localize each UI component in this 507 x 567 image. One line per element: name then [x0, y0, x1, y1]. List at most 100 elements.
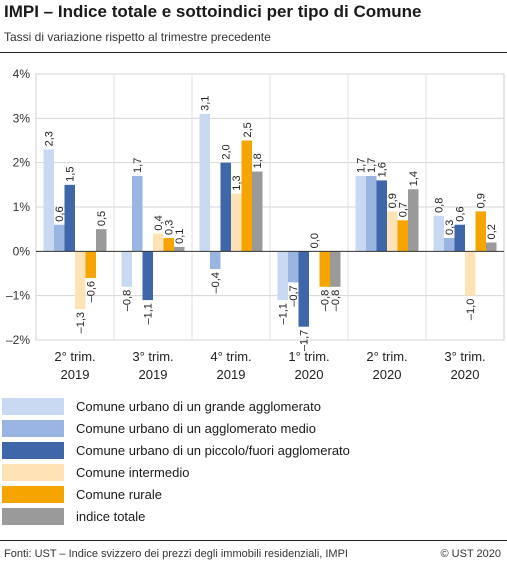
bar	[174, 246, 185, 252]
legend-item: Comune urbano di un grande agglomerato	[2, 395, 321, 417]
bar	[132, 175, 143, 252]
data-label: 1,7	[356, 158, 368, 173]
data-label: 2,5	[242, 122, 254, 137]
data-label: 1,7	[366, 158, 378, 173]
data-label: 1,8	[252, 153, 264, 168]
bar	[387, 211, 398, 252]
x-tick-label: 2020	[295, 367, 324, 382]
data-label: 0,6	[54, 206, 66, 221]
legend-swatch	[2, 485, 64, 503]
legend-swatch	[2, 441, 64, 459]
x-tick-label: 2° trim.	[366, 349, 407, 364]
bar	[241, 140, 252, 252]
data-label: 1,6	[377, 162, 389, 177]
data-label: 0,5	[96, 211, 108, 226]
y-tick-label: –1%	[6, 289, 30, 303]
x-tick-label: 2019	[139, 367, 168, 382]
bar	[454, 224, 465, 252]
chart-title: IMPI – Indice totale e sottoindici per t…	[4, 2, 422, 21]
data-label: 0,6	[455, 206, 467, 221]
x-tick-label: 3° trim.	[444, 349, 485, 364]
y-tick-label: –2%	[6, 333, 30, 347]
x-tick-label: 2020	[451, 367, 480, 382]
bar	[163, 238, 174, 252]
bar	[277, 251, 288, 301]
bar	[433, 215, 444, 252]
legend-swatch	[2, 397, 64, 415]
data-label: –0,6	[86, 281, 98, 302]
copyright-note: © UST 2020	[440, 548, 502, 560]
chart-subtitle: Tassi di variazione rispetto al trimestr…	[4, 30, 271, 44]
x-tick-label: 2° trim.	[54, 349, 95, 364]
data-label: –1,0	[465, 299, 477, 320]
legend-swatch	[2, 463, 64, 481]
data-label: 1,3	[231, 175, 243, 190]
data-label: 1,5	[65, 167, 77, 182]
data-label: –1,1	[143, 303, 155, 324]
bar	[288, 251, 299, 283]
data-label: 0,9	[476, 193, 488, 208]
bar	[54, 224, 65, 252]
bar	[444, 238, 455, 252]
bar	[330, 251, 341, 287]
bar	[43, 149, 54, 252]
header-divider	[0, 52, 507, 53]
y-tick-label: 4%	[13, 67, 31, 81]
bar	[231, 193, 242, 252]
data-label: –0,8	[330, 290, 342, 311]
y-tick-label: 0%	[13, 244, 31, 258]
bar	[153, 233, 164, 252]
data-label: 0,8	[434, 198, 446, 213]
legend-item: indice totale	[2, 505, 145, 527]
bar	[298, 251, 309, 327]
legend-label: Comune urbano di un piccolo/fuori agglom…	[76, 442, 350, 458]
data-label: –1,7	[299, 330, 311, 351]
bar-chart: –2% –1% 0% 1% 2% 3% 4% 2,3 –0,8 3,1 –1,1 1,7 0,8 0,6 1…	[6, 67, 505, 382]
data-label: 0,9	[387, 193, 399, 208]
source-note: Fonti: UST – Indice svizzero dei prezzi …	[4, 548, 348, 560]
data-label: 0,3	[444, 220, 456, 235]
data-label: –1,1	[278, 303, 290, 324]
legend-item: Comune rurale	[2, 483, 162, 505]
data-label: 0,2	[486, 224, 498, 239]
legend-label: Comune rurale	[76, 486, 162, 502]
data-label: 0,7	[398, 202, 410, 217]
data-label: 3,1	[200, 96, 212, 111]
data-label: 2,0	[221, 144, 233, 159]
x-tick-label: 4° trim.	[210, 349, 251, 364]
x-tick-label: 2020	[373, 367, 402, 382]
bar	[475, 211, 486, 252]
bar	[75, 251, 86, 309]
y-tick-label: 1%	[13, 200, 31, 214]
bar	[465, 251, 476, 296]
data-label: 0,4	[153, 215, 165, 230]
bar	[220, 162, 231, 252]
bar	[96, 229, 107, 252]
y-tick-label: 3%	[13, 111, 31, 125]
bar	[376, 180, 387, 252]
legend-swatch	[2, 419, 64, 437]
data-label: 2,3	[44, 131, 56, 146]
legend-item: Comune urbano di un piccolo/fuori agglom…	[2, 439, 350, 461]
bar	[210, 251, 221, 270]
legend-item: Comune intermedio	[2, 461, 189, 483]
legend-swatch	[2, 507, 64, 525]
data-label: 0,0	[309, 233, 321, 248]
data-label: 1,7	[132, 158, 144, 173]
legend-label: Comune intermedio	[76, 464, 190, 480]
bar	[486, 242, 497, 252]
bar	[64, 184, 75, 252]
x-tick-label: 2019	[217, 367, 246, 382]
bar	[397, 220, 408, 252]
data-label: –0,8	[122, 290, 134, 311]
data-label: 0,3	[164, 220, 176, 235]
bar	[408, 189, 419, 252]
x-tick-label: 1° trim.	[288, 349, 329, 364]
bar	[121, 251, 132, 287]
legend-label: Comune urbano di un grande agglomerato	[76, 398, 322, 414]
x-tick-label: 2019	[61, 367, 90, 382]
x-tick-label: 3° trim.	[132, 349, 173, 364]
bar	[85, 251, 96, 278]
bar	[366, 175, 377, 252]
bar	[252, 171, 263, 252]
